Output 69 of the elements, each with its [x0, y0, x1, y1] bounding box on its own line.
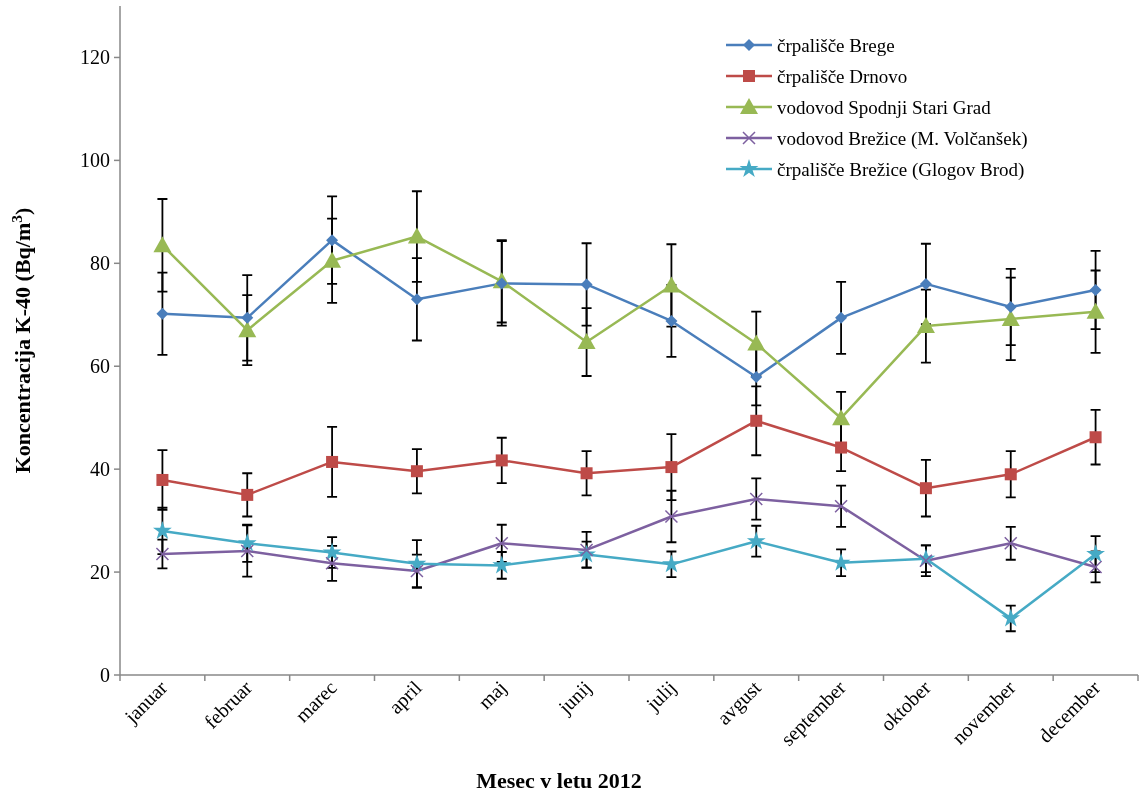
point [325, 556, 339, 571]
point [410, 293, 423, 306]
point [156, 473, 169, 486]
point [322, 542, 342, 561]
point [492, 555, 512, 574]
point [579, 543, 594, 557]
point [1086, 544, 1105, 563]
point [1089, 431, 1102, 444]
point [746, 531, 766, 550]
point [919, 277, 932, 290]
point [1086, 302, 1105, 319]
y-tick-label: 80 [90, 252, 110, 275]
point [834, 499, 848, 513]
point [919, 482, 932, 495]
point [240, 544, 254, 558]
point [495, 454, 508, 467]
point [831, 552, 851, 571]
point [1088, 560, 1103, 574]
point [747, 334, 766, 351]
legend-label: črpališče Brežice (Glogov Brod) [777, 158, 1025, 181]
point [153, 521, 172, 539]
point [750, 371, 763, 384]
point [662, 276, 681, 293]
point [153, 236, 172, 253]
x-tick-label: april [384, 675, 427, 719]
point [238, 321, 257, 338]
point [156, 307, 169, 320]
point [155, 547, 170, 561]
y-tick-label: 100 [80, 149, 110, 172]
point [407, 227, 426, 244]
point [832, 409, 851, 426]
point [665, 314, 678, 327]
point [577, 333, 596, 350]
point [1004, 301, 1017, 314]
legend-label: črpališče Brege [777, 34, 895, 56]
point [580, 278, 593, 291]
point [323, 251, 342, 268]
legend-label: črpališče Drnovo [777, 65, 908, 87]
x-axis-title: Mesec v letu 2012 [476, 768, 642, 793]
point [916, 317, 935, 334]
point [749, 492, 763, 506]
x-tick-label: maj [473, 676, 512, 714]
point [665, 461, 678, 474]
y-tick-label: 40 [90, 458, 110, 481]
point [237, 533, 257, 552]
legend-label: vodovod Brežice (M. Volčanšek) [777, 127, 1028, 150]
point [410, 465, 423, 478]
point [1089, 284, 1102, 297]
point [410, 564, 424, 578]
point [241, 488, 254, 501]
y-tick-label: 120 [80, 46, 110, 69]
point [662, 554, 681, 573]
y-tick-label: 20 [90, 561, 110, 584]
point [1004, 468, 1017, 481]
point [326, 234, 339, 247]
point [664, 509, 679, 524]
point [241, 311, 254, 324]
y-tick-label: 0 [100, 664, 110, 686]
point [1001, 608, 1021, 627]
point [835, 311, 848, 324]
point [835, 441, 848, 454]
point [750, 414, 763, 427]
point [326, 455, 339, 468]
legend-label: vodovod Spodnji Stari Grad [777, 96, 992, 118]
x-tick-label: julij [641, 676, 681, 717]
point [1004, 536, 1018, 551]
point [495, 536, 509, 551]
y-tick-label: 60 [90, 355, 110, 378]
point [580, 467, 593, 480]
